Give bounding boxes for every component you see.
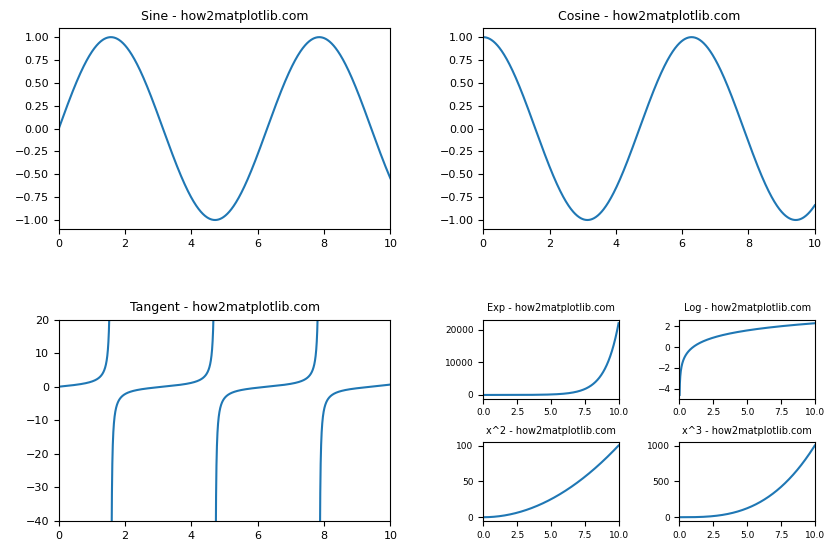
Title: Log - how2matplotlib.com: Log - how2matplotlib.com: [684, 304, 811, 314]
Title: x^3 - how2matplotlib.com: x^3 - how2matplotlib.com: [682, 426, 812, 436]
Title: Cosine - how2matplotlib.com: Cosine - how2matplotlib.com: [558, 10, 740, 22]
Title: Tangent - how2matplotlib.com: Tangent - how2matplotlib.com: [129, 301, 320, 314]
Title: x^2 - how2matplotlib.com: x^2 - how2matplotlib.com: [486, 426, 616, 436]
Title: Sine - how2matplotlib.com: Sine - how2matplotlib.com: [141, 10, 308, 22]
Title: Exp - how2matplotlib.com: Exp - how2matplotlib.com: [487, 304, 615, 314]
